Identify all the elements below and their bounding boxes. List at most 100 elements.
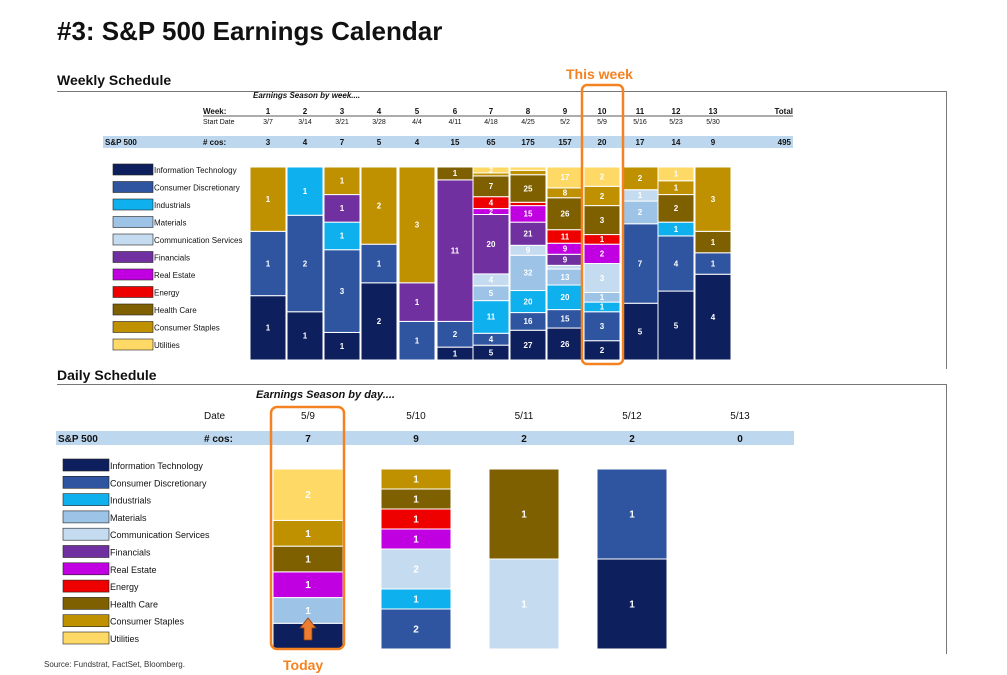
data-label-financials: 21 — [524, 230, 533, 239]
today-label: Today — [283, 657, 324, 673]
bar-segment-information-technology — [286, 311, 324, 361]
legend-label-utilities: Utilities — [154, 341, 180, 350]
data-label-consumer-staples: 3 — [415, 221, 420, 230]
week-start-date: 3/14 — [298, 119, 312, 126]
data-label-consumer-discretionary: 2 — [413, 625, 419, 636]
data-label-materials: 1 — [305, 606, 311, 617]
source-note: Source: Fundstrat, FactSet, Bloomberg. — [44, 660, 185, 669]
bar-segment-consumer-staples — [694, 166, 732, 232]
week-number: 2 — [303, 107, 308, 116]
legend-label-materials: Materials — [154, 219, 186, 228]
week-number: 4 — [377, 107, 382, 116]
data-label-utilities: 1 — [674, 170, 679, 179]
bar-segment-consumer-discretionary — [398, 320, 436, 361]
daily-count: 2 — [629, 434, 635, 445]
data-label-utilities: 2 — [305, 490, 311, 501]
bar-segment-materials — [509, 254, 547, 292]
data-label-consumer-staples: 1 — [413, 475, 419, 486]
weekly-count: 65 — [487, 138, 496, 147]
bar-segment-consumer-discretionary — [286, 214, 324, 313]
data-label-information-technology: 2 — [600, 346, 605, 355]
data-label-energy: 4 — [489, 198, 494, 207]
data-label-real-estate: 1 — [305, 580, 311, 591]
legend-label-consumer-discretionary: Consumer Discretionary — [154, 184, 240, 193]
week-number: 7 — [489, 107, 494, 116]
weekly-cos-label: # cos: — [203, 138, 226, 147]
legend-swatch-consumer-discretionary — [112, 181, 154, 193]
data-label-communication-services: 2 — [413, 565, 419, 576]
data-label-health-care: 1 — [453, 169, 458, 178]
bar-segment-health-care — [657, 194, 695, 223]
legend-swatch-utilities — [62, 631, 110, 645]
bar-segment-communication-services — [488, 558, 560, 650]
data-label-communication-services: 1 — [638, 191, 643, 200]
daily-date: 5/10 — [406, 411, 426, 422]
data-label-consumer-discretionary: 2 — [453, 330, 458, 339]
data-label-health-care: 25 — [524, 184, 533, 193]
today-arrow-icon — [299, 617, 317, 641]
legend-swatch-health-care — [62, 597, 110, 610]
week-start-date: 4/18 — [484, 119, 498, 126]
daily-sp500-label: S&P 500 — [58, 434, 98, 445]
bar-segment-industrials — [323, 221, 361, 251]
data-label-energy: 1 — [600, 235, 605, 244]
weekly-count: 175 — [521, 138, 535, 147]
data-label-communication-services: 3 — [600, 274, 605, 283]
weekly-schedule-heading: Weekly Schedule — [57, 72, 172, 88]
bar-segment-consumer-staples — [360, 166, 398, 245]
bar-segment-health-care — [509, 174, 547, 203]
bar-segment-consumer-discretionary — [380, 608, 452, 650]
week-start-date: 5/2 — [560, 119, 570, 126]
weekly-chart-title: Earnings Season by week.... — [253, 91, 360, 100]
data-label-consumer-staples: 3 — [711, 195, 716, 204]
daily-date: 5/13 — [730, 411, 750, 422]
legend-label-materials: Materials — [110, 513, 147, 523]
data-label-consumer-discretionary: 1 — [629, 510, 635, 521]
data-label-health-care: 1 — [305, 555, 311, 566]
weekly-count: 14 — [672, 138, 681, 147]
data-label-consumer-discretionary: 3 — [340, 287, 345, 296]
bar-segment-financials — [436, 179, 474, 322]
data-label-consumer-staples: 1 — [340, 177, 345, 186]
data-label-utilities: 2 — [600, 172, 605, 181]
daily-schedule-heading: Daily Schedule — [57, 367, 157, 383]
bar-segment-utilities — [472, 166, 510, 174]
data-label-communication-services: 9 — [526, 246, 531, 255]
legend-swatch-consumer-discretionary — [62, 475, 110, 489]
daily-count: 0 — [737, 434, 743, 445]
data-label-consumer-discretionary: 4 — [674, 259, 679, 268]
week-start-date: 5/30 — [706, 119, 720, 126]
data-label-consumer-discretionary: 1 — [377, 259, 382, 268]
weekly-count: 9 — [711, 138, 716, 147]
data-label-information-technology: 26 — [561, 340, 570, 349]
data-label-consumer-staples: 2 — [638, 174, 643, 183]
data-label-financials: 1 — [415, 298, 420, 307]
data-label-real-estate: 9 — [563, 245, 568, 254]
daily-count: 2 — [521, 434, 527, 445]
legend-label-communication-services: Communication Services — [110, 530, 210, 540]
bar-segment-industrials — [286, 166, 324, 216]
data-label-health-care: 1 — [521, 510, 527, 521]
data-label-utilities: 2 — [489, 167, 493, 174]
data-label-information-technology: 1 — [340, 342, 345, 351]
top-divider — [57, 91, 947, 92]
legend-swatch-information-technology — [112, 163, 154, 176]
week-start-date: 3/28 — [372, 119, 386, 126]
data-label-industrials: 1 — [600, 303, 605, 312]
data-label-materials: 2 — [638, 208, 643, 217]
data-label-information-technology: 4 — [711, 313, 716, 322]
legend-label-consumer-staples: Consumer Staples — [154, 324, 220, 333]
data-label-real-estate: 1 — [413, 535, 419, 546]
bar-segment-consumer-staples — [249, 166, 287, 232]
data-label-real-estate: 15 — [524, 210, 533, 219]
legend-swatch-communication-services — [62, 527, 110, 541]
data-label-industrials: 1 — [413, 595, 419, 606]
bar-segment-financials — [398, 282, 436, 322]
bar-segment-information-technology — [657, 290, 695, 361]
week-number: 6 — [453, 107, 458, 116]
legend-swatch-consumer-staples — [112, 321, 154, 333]
data-label-consumer-staples: 1 — [674, 183, 679, 192]
data-label-industrials: 20 — [524, 297, 533, 306]
week-row-label: Week: — [203, 107, 226, 116]
bar-segment-financials — [472, 214, 510, 275]
